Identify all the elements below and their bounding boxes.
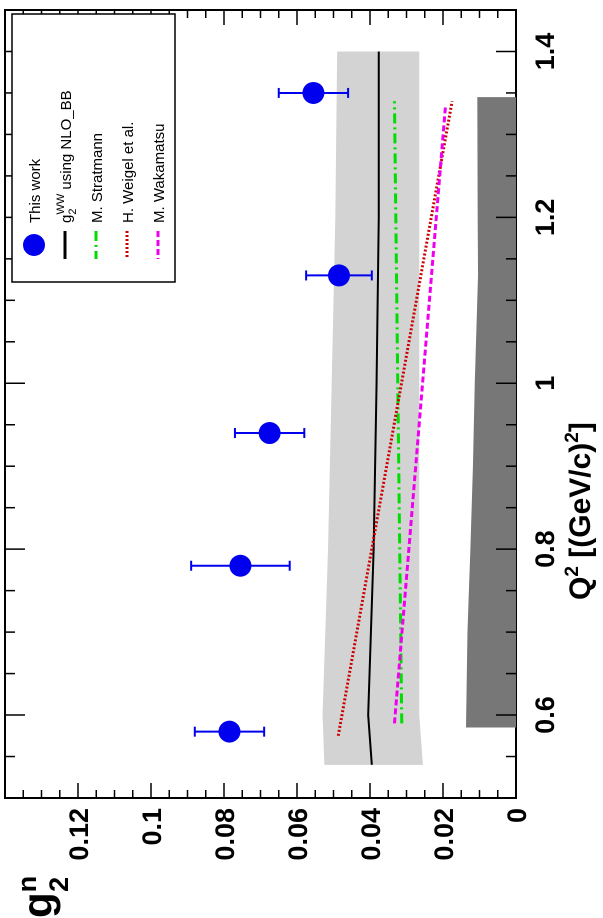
legend-label-1: g2WW using NLO_BB (55, 90, 79, 223)
band-layer (322, 51, 516, 765)
theory-error-band (322, 51, 423, 765)
q2-tick-label: 1.2 (530, 199, 560, 237)
legend: This work g2WW using NLO_BB M. Stratmann H.… (11, 13, 176, 283)
q2-tick-label: 1 (530, 376, 560, 391)
legend-marker-0 (23, 234, 45, 256)
series-line-0 (367, 51, 380, 765)
data-points (190, 81, 373, 743)
data-point-3 (327, 264, 350, 287)
g2-tick-label: 0.02 (429, 808, 459, 861)
g2-tick-label: 0.08 (210, 808, 240, 861)
legend-label-3: H. Weigel et al. (120, 122, 137, 223)
g2-tick-label: 0.06 (283, 808, 313, 861)
data-point-1 (229, 554, 252, 577)
systematic-error-band (465, 97, 516, 728)
series-line-3 (392, 105, 448, 724)
data-point-0 (218, 720, 241, 743)
g2-tick-label: 0 (502, 808, 532, 823)
axes: 0 0.02 0.04 0.06 0.08 0.1 0.12 0.6 0.8 1 1.2 1.4 (5, 9, 560, 861)
data-point-4 (302, 81, 325, 104)
q2-tick-label: 1.4 (530, 33, 560, 71)
legend-label-2: M. Stratmann (89, 133, 106, 223)
series-line-1 (392, 101, 404, 724)
x-axis-title: Q2 [(GeV/c)2] (562, 422, 597, 600)
data-point-2 (258, 422, 281, 445)
model-curves (336, 51, 454, 765)
y-axis-title: gn2 (12, 876, 74, 918)
legend-label-0: This work (27, 158, 44, 223)
g2-tick-label: 0.04 (356, 808, 386, 861)
series-line-2 (336, 100, 454, 737)
g2-tick-label: 0.12 (64, 808, 94, 861)
legend-label-4: M. Wakamatsu (151, 124, 168, 223)
q2-tick-label: 0.6 (530, 696, 560, 734)
q2-tick-label: 0.8 (530, 530, 560, 568)
g2-tick-label: 0.1 (137, 808, 167, 846)
